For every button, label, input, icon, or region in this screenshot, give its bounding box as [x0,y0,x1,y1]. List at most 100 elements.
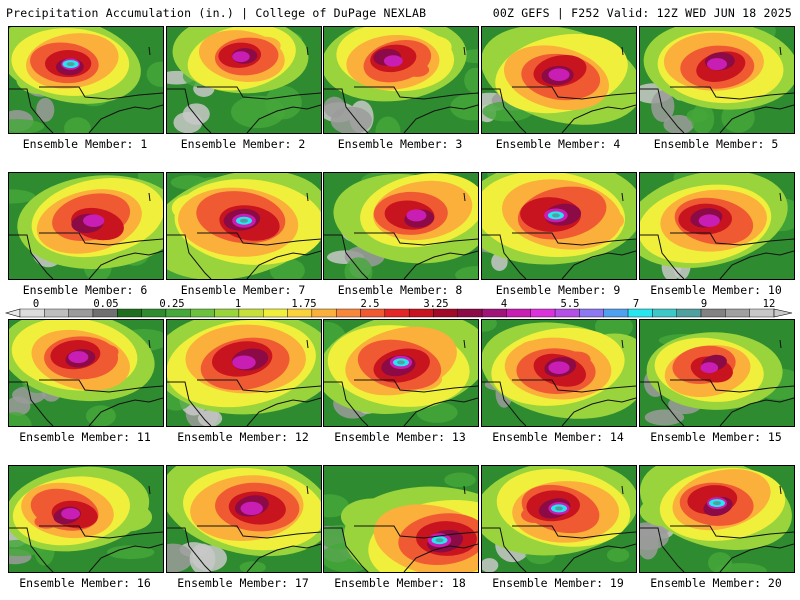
ensemble-map-panel [323,26,479,134]
ensemble-member-label: Ensemble Member: 14 [492,430,624,444]
ensemble-member-label: Ensemble Member: 2 [180,137,306,151]
precip-field [324,173,478,279]
precip-field [324,466,478,572]
precip-field [640,173,794,279]
colorbar-tick-label: 1 [235,298,241,310]
ensemble-member-label: Ensemble Member: 12 [177,430,309,444]
ensemble-member-label: Ensemble Member: 1 [22,137,148,151]
colorbar-swatch [19,308,45,318]
map-title: Precipitation Accumulation (in.) | Colle… [6,6,427,20]
ensemble-map-panel [166,26,322,134]
ensemble-member-label: Ensemble Member: 17 [177,576,309,590]
colorbar-swatch [700,308,726,318]
precip-field [167,466,321,572]
ensemble-map-panel [323,465,479,573]
colorbar-swatch [579,308,604,318]
ensemble-member-label: Ensemble Member: 18 [334,576,466,590]
ensemble-member-label: Ensemble Member: 6 [22,283,148,297]
colorbar-swatch [384,308,410,318]
colorbar-swatch [263,308,288,318]
colorbar-tick-label: 5.5 [561,298,580,310]
colorbar-swatch [457,308,483,318]
precip-field [482,466,636,572]
precip-field [640,27,794,133]
colorbar-tick-label: 7 [633,298,639,310]
precip-field [9,320,163,426]
precip-field [9,27,163,133]
ensemble-member-label: Ensemble Member: 3 [337,137,463,151]
colorbar: 0 0.05 0.25 1 1.75 2.5 3.25 4 5.5 7 9 12 [4,298,796,320]
colorbar-swatch [165,308,191,318]
ensemble-member-label: Ensemble Member: 10 [650,283,782,297]
colorbar-tick-label: 0.05 [93,298,118,310]
colorbar-swatch [287,308,313,318]
ensemble-map-panel [481,172,637,280]
model-run-info: 00Z GEFS | F252 Valid: 12Z WED JUN 18 20… [492,6,792,20]
ensemble-map-panel [8,172,164,280]
ensemble-member-label: Ensemble Member: 15 [650,430,782,444]
colorbar-swatch [68,308,94,318]
ensemble-map-panel [481,465,637,573]
colorbar-tick-label: 3.25 [423,298,448,310]
colorbar-tick-label: 2.5 [361,298,380,310]
colorbar-swatch [311,308,337,318]
colorbar-swatch [603,308,629,318]
colorbar-swatch [481,308,507,318]
colorbar-tick-label: 12 [763,298,776,310]
ensemble-map-panel [323,172,479,280]
precip-field [482,320,636,426]
precip-field [640,466,794,572]
colorbar-tick-label: 1.75 [291,298,316,310]
ensemble-member-label: Ensemble Member: 16 [19,576,151,590]
precip-field [9,173,163,279]
colorbar-tick-label: 9 [701,298,707,310]
colorbar-left-arrow-icon [4,308,21,318]
precip-field [167,173,321,279]
colorbar-swatch [725,308,750,318]
ensemble-map-panel [639,26,795,134]
ensemble-member-label: Ensemble Member: 7 [180,283,306,297]
ensemble-member-label: Ensemble Member: 5 [653,137,779,151]
colorbar-swatch [360,308,386,318]
precip-field [482,173,636,279]
ensemble-map-panel [481,26,637,134]
ensemble-map-panel [639,319,795,427]
colorbar-swatch [190,308,215,318]
colorbar-tick-label: 4 [501,298,507,310]
precip-field [167,320,321,426]
ensemble-map-panel [8,465,164,573]
ensemble-map-panel [639,172,795,280]
colorbar-swatch [530,308,556,318]
colorbar-swatch [92,308,118,318]
precip-field [9,466,163,572]
colorbar-swatch [506,308,531,318]
ensemble-member-label: Ensemble Member: 19 [492,576,624,590]
colorbar-right-arrow-icon [773,308,793,318]
colorbar-swatch [652,308,677,318]
ensemble-member-label: Ensemble Member: 11 [19,430,151,444]
ensemble-member-label: Ensemble Member: 8 [337,283,463,297]
precip-field [324,27,478,133]
ensemble-map-panel [481,319,637,427]
ensemble-map-panel [639,465,795,573]
ensemble-member-label: Ensemble Member: 13 [334,430,466,444]
colorbar-swatch [627,308,653,318]
colorbar-swatch [117,308,142,318]
colorbar-scale: 0 0.05 0.25 1 1.75 2.5 3.25 4 5.5 7 9 12 [4,298,793,318]
ensemble-member-label: Ensemble Member: 4 [495,137,621,151]
colorbar-swatch [749,308,775,318]
ensemble-map-panel [166,319,322,427]
precip-field [167,27,321,133]
colorbar-swatch [214,308,240,318]
colorbar-tick-label: 0.25 [159,298,184,310]
colorbar-swatch [554,308,580,318]
colorbar-swatch [676,308,702,318]
colorbar-swatch [44,308,69,318]
ensemble-member-label: Ensemble Member: 20 [650,576,782,590]
colorbar-swatch [433,308,459,318]
colorbar-tick-label: 0 [33,298,39,310]
precip-field [324,320,478,426]
ensemble-map-panel [323,319,479,427]
ensemble-map-panel [166,465,322,573]
ensemble-map-panel [166,172,322,280]
